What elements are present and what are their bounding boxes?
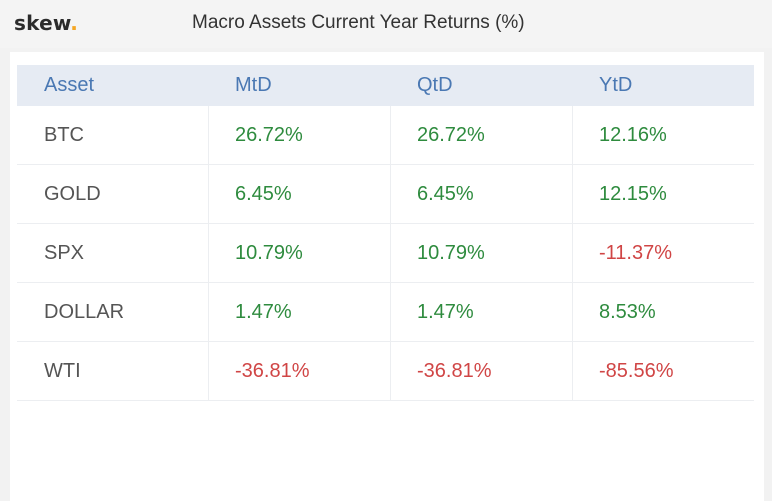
returns-table: Asset MtD QtD YtD BTC 26.72% 26.72% 12.16% G… bbox=[17, 65, 754, 401]
ytd-cell: 12.15% bbox=[599, 182, 667, 205]
asset-cell: WTI bbox=[17, 342, 209, 400]
table-panel: Asset MtD QtD YtD BTC 26.72% 26.72% 12.16% G… bbox=[10, 52, 764, 501]
mtd-cell: 1.47% bbox=[209, 283, 391, 341]
ytd-cell: 12.16% bbox=[599, 123, 667, 146]
table-row: BTC 26.72% 26.72% 12.16% bbox=[17, 106, 754, 165]
chart-title: Macro Assets Current Year Returns (%) bbox=[192, 12, 525, 33]
qtd-cell: 1.47% bbox=[391, 283, 573, 341]
mtd-cell: 6.45% bbox=[209, 165, 391, 223]
table-row: GOLD 6.45% 6.45% 12.15% bbox=[17, 165, 754, 224]
column-header-ytd: YtD bbox=[599, 74, 633, 96]
asset-cell: DOLLAR bbox=[17, 283, 209, 341]
mtd-cell: 26.72% bbox=[209, 106, 391, 164]
asset-cell: SPX bbox=[17, 224, 209, 282]
qtd-cell: 10.79% bbox=[391, 224, 573, 282]
qtd-cell: 6.45% bbox=[391, 165, 573, 223]
ytd-cell: -85.56% bbox=[599, 359, 674, 382]
ytd-cell: 8.53% bbox=[599, 300, 656, 323]
asset-cell: GOLD bbox=[17, 165, 209, 223]
table-row: WTI -36.81% -36.81% -85.56% bbox=[17, 342, 754, 401]
table-row: DOLLAR 1.47% 1.47% 8.53% bbox=[17, 283, 754, 342]
table-body: BTC 26.72% 26.72% 12.16% GOLD 6.45% 6.45% 12.15… bbox=[17, 106, 754, 401]
logo-text: skew bbox=[14, 11, 71, 35]
column-header-qtd: QtD bbox=[417, 74, 453, 96]
column-header-asset: Asset bbox=[44, 74, 95, 96]
app-header: skew. Macro Assets Current Year Returns … bbox=[0, 0, 772, 48]
table-row: SPX 10.79% 10.79% -11.37% bbox=[17, 224, 754, 283]
skew-logo: skew. bbox=[14, 11, 78, 35]
qtd-cell: 26.72% bbox=[391, 106, 573, 164]
asset-cell: BTC bbox=[17, 106, 209, 164]
mtd-cell: -36.81% bbox=[209, 342, 391, 400]
qtd-cell: -36.81% bbox=[391, 342, 573, 400]
column-header-mtd: MtD bbox=[235, 74, 272, 96]
logo-dot: . bbox=[70, 11, 79, 35]
table-header-row: Asset MtD QtD YtD bbox=[17, 65, 754, 106]
ytd-cell: -11.37% bbox=[599, 241, 673, 264]
mtd-cell: 10.79% bbox=[209, 224, 391, 282]
